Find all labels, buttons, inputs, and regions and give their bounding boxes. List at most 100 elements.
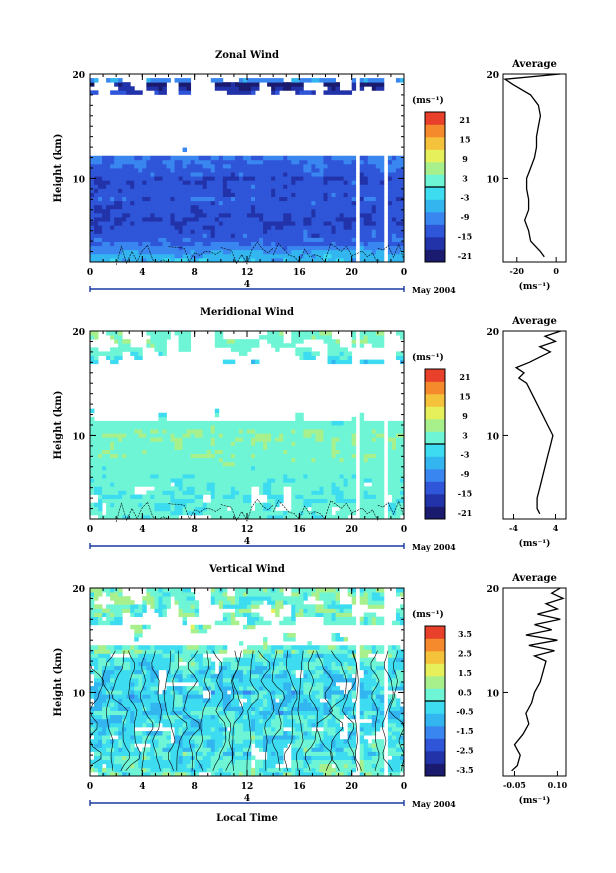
heatmap-cell xyxy=(395,494,401,499)
heatmap-cell xyxy=(202,229,208,234)
heatmap-cell xyxy=(327,225,332,230)
heatmap-cell xyxy=(315,506,320,512)
heatmap-cell xyxy=(343,514,349,520)
heatmap-cell xyxy=(206,212,212,218)
heatmap-cell xyxy=(242,86,248,91)
heatmap-cell xyxy=(275,217,280,222)
heatmap-cell xyxy=(234,453,240,459)
heatmap-cell xyxy=(291,433,296,438)
heatmap-cell xyxy=(359,482,365,487)
heatmap-cell xyxy=(106,686,111,691)
heatmap-cell xyxy=(186,253,192,259)
heatmap-cell xyxy=(315,433,320,438)
heatmap-cell xyxy=(94,184,99,189)
heatmap-cell xyxy=(154,78,159,83)
heatmap-cell xyxy=(102,208,107,214)
heatmap-cell xyxy=(166,445,171,450)
heatmap-cell xyxy=(303,441,308,446)
heatmap-cell xyxy=(130,751,135,756)
heatmap-cell xyxy=(363,176,369,181)
heatmap-cell xyxy=(118,706,123,712)
colorbar-tick-label: -15 xyxy=(458,489,472,499)
heatmap-cell xyxy=(327,253,332,259)
heatmap-cell xyxy=(323,474,328,479)
heatmap-cell xyxy=(363,494,369,499)
heatmap-cell xyxy=(375,457,381,463)
heatmap-cell xyxy=(170,196,175,202)
heatmap-cell xyxy=(118,735,123,740)
heatmap-cell xyxy=(295,221,300,226)
heatmap-cell xyxy=(106,474,111,479)
heatmap-cell xyxy=(271,241,276,247)
heatmap-cell xyxy=(106,212,111,218)
heatmap-cell xyxy=(206,159,212,165)
heatmap-cell xyxy=(202,176,208,181)
heatmap-cell xyxy=(251,78,256,83)
heatmap-cell xyxy=(222,469,228,475)
heatmap-cell xyxy=(142,441,147,446)
heatmap-cell xyxy=(307,168,312,173)
heatmap-cell xyxy=(379,506,385,512)
heatmap-cell xyxy=(114,702,119,707)
heatmap-cell xyxy=(114,502,119,508)
heatmap-cell xyxy=(295,429,300,434)
heatmap-cell xyxy=(126,596,131,601)
heatmap-cell xyxy=(319,498,324,504)
heatmap-cell xyxy=(395,502,401,508)
heatmap-cell xyxy=(255,449,260,455)
heatmap-cell xyxy=(275,498,280,504)
heatmap-cell xyxy=(307,331,312,336)
heatmap-cell xyxy=(371,420,377,426)
heatmap-cell xyxy=(259,172,264,177)
heatmap-cell xyxy=(327,433,332,438)
heatmap-cell xyxy=(230,249,236,255)
heatmap-cell xyxy=(279,204,284,210)
heatmap-cell xyxy=(222,163,228,169)
heatmap-cell xyxy=(267,425,272,430)
heatmap-cell xyxy=(90,645,95,650)
heatmap-cell xyxy=(331,457,336,463)
heatmap-cell xyxy=(367,457,373,463)
y-axis-label: Height (km) xyxy=(53,391,64,460)
heatmap-cell xyxy=(114,204,119,210)
heatmap-cell xyxy=(331,229,336,234)
heatmap-cell xyxy=(178,347,183,352)
heatmap-cell xyxy=(218,200,224,206)
heatmap-cell xyxy=(94,168,99,173)
heatmap-cell xyxy=(255,461,260,467)
heatmap-cell xyxy=(102,159,107,165)
heatmap-cell xyxy=(347,502,353,508)
heatmap-cell xyxy=(94,241,99,247)
heatmap-cell xyxy=(106,592,111,597)
heatmap-cell xyxy=(359,200,365,206)
heatmap-cell xyxy=(186,237,192,242)
heatmap-cell xyxy=(367,237,373,242)
heatmap-cell xyxy=(118,425,123,430)
heatmap-cell xyxy=(230,217,236,222)
heatmap-cell xyxy=(98,229,103,234)
heatmap-cell xyxy=(367,469,373,475)
heatmap-cell xyxy=(94,217,99,222)
heatmap-cell xyxy=(106,453,111,459)
heatmap-cell xyxy=(327,168,332,173)
heatmap-cell xyxy=(170,494,175,499)
heatmap-cell xyxy=(134,188,139,193)
heatmap-cell xyxy=(351,217,357,222)
heatmap-cell xyxy=(247,502,252,508)
heatmap-cell xyxy=(303,200,308,206)
heatmap-cell xyxy=(339,192,345,198)
heatmap-cell xyxy=(230,172,236,177)
heatmap-cell xyxy=(134,665,139,671)
heatmap-cell xyxy=(134,702,139,707)
heatmap-cell xyxy=(122,645,127,650)
heatmap-cell xyxy=(283,82,288,87)
heatmap-cell xyxy=(347,200,353,206)
heatmap-cell xyxy=(299,441,304,446)
heatmap-cell xyxy=(146,514,151,520)
heatmap-cell xyxy=(307,249,312,255)
heatmap-cell xyxy=(218,478,224,483)
heatmap-cell xyxy=(234,82,240,87)
heatmap-cell xyxy=(287,204,292,210)
heatmap-cell xyxy=(343,445,349,450)
heatmap-cell xyxy=(230,200,236,206)
